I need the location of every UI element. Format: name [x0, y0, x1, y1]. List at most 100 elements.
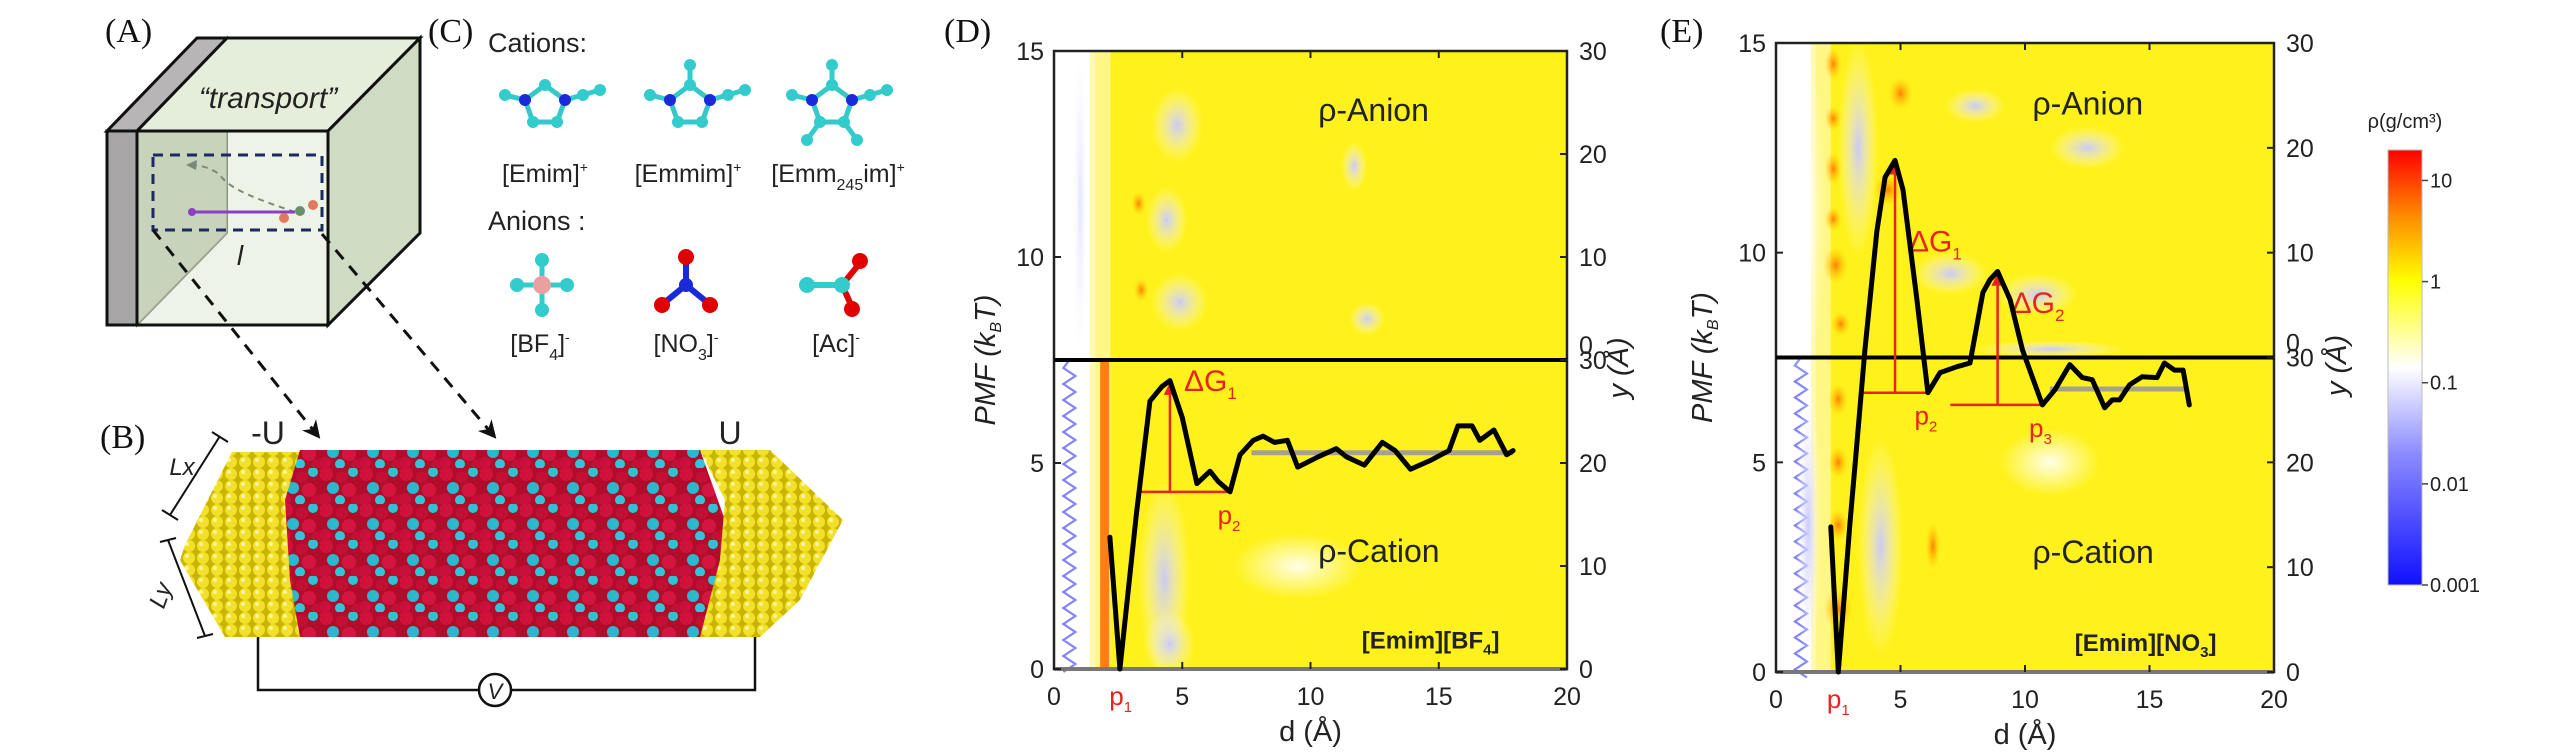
- colorbar-tick-label: 0.01: [2430, 474, 2469, 496]
- y-axis-label: PMF (kBT): [970, 295, 1005, 426]
- colorbar-tick-label: 10: [2430, 170, 2452, 192]
- system-label: [Emim][NO3]: [2075, 630, 2217, 661]
- right-y-tick-label: 30: [2286, 30, 2314, 58]
- circuit-wire: [510, 637, 757, 692]
- anion-label-ac: [Ac]-: [812, 329, 860, 358]
- electrode-wall: [105, 129, 139, 327]
- cation-label-emmim: [Emmim]+: [635, 159, 742, 188]
- lx-label: Lx: [169, 454, 195, 481]
- cations-heading: Cations:: [488, 28, 587, 58]
- ionic-liquid: [285, 450, 725, 637]
- right-y-tick-label: 10: [2286, 554, 2314, 582]
- heatmap-density-blob: [2049, 126, 2125, 169]
- projection-line-right: [320, 233, 497, 439]
- region-label-cation: ρ-Cation: [1318, 533, 1439, 569]
- colorbar-tick-label: 1: [2430, 272, 2441, 294]
- x-tick-label: 20: [1553, 683, 1581, 711]
- anion-molecule-ac: [799, 253, 868, 317]
- cation-molecule-emmim: [644, 59, 751, 128]
- minimum-label-p1: p1: [1109, 681, 1132, 716]
- transport-region: [151, 153, 324, 232]
- region-label-cation: ρ-Cation: [2032, 534, 2153, 570]
- heatmap-density-blob: [1945, 89, 2006, 123]
- x-axis-label: d (Å): [1279, 715, 1342, 748]
- minimum-label-p3: p3: [2029, 413, 2052, 448]
- y-tick-label: 15: [1738, 30, 1766, 58]
- colorbar-tick-label: 0.001: [2430, 575, 2480, 597]
- right-y-tick-label: 30: [1579, 38, 1607, 66]
- panel-c: (C) Cations:: [428, 13, 905, 364]
- ion-start-dot: [188, 208, 196, 216]
- region-label-anion: ρ-Anion: [2032, 85, 2143, 121]
- heatmap-density-blob: [1146, 186, 1188, 253]
- panel-c-label: (C): [428, 13, 473, 50]
- y-tick-label: 10: [1016, 244, 1044, 272]
- system-label: [Emim][BF4]: [1362, 627, 1500, 658]
- panel-b: (B) -U U Lx Ly V: [100, 415, 843, 708]
- heatmap-density-blob: [1828, 382, 1849, 417]
- pmf-curve: [1107, 378, 1516, 672]
- length-symbol: l: [237, 240, 244, 271]
- right-y-tick-label: 30: [1579, 347, 1607, 375]
- circuit-wire: [256, 637, 480, 692]
- ion-atom: [295, 206, 305, 216]
- barrier-annotations: ΔG1 p1 p2: [1109, 365, 1240, 716]
- anion-label-bf4: [BF4]-: [510, 329, 570, 364]
- pmf-curve: [1828, 157, 2192, 675]
- anions-heading: Anions :: [488, 206, 586, 236]
- colorbar-title: ρ(g/cm³): [2368, 111, 2443, 133]
- left-electrode: [180, 452, 300, 637]
- cation-molecule-emm245im: [786, 59, 893, 146]
- right-potential-label: U: [718, 415, 741, 451]
- right-y-tick-label: 20: [2286, 135, 2314, 163]
- x-tick-label: 5: [1175, 683, 1189, 711]
- heatmap-density-blob: [1828, 445, 1849, 480]
- cation-molecule-emim: [499, 79, 606, 128]
- heatmap-wavy-contour: [1061, 359, 1078, 673]
- anion-molecule-bf4: [510, 253, 574, 317]
- right-y-tick-label: 20: [2286, 449, 2314, 477]
- x-tick-label: 0: [1769, 686, 1783, 714]
- x-tick-label: 5: [1894, 686, 1908, 714]
- delta-g-label: ΔG2: [2012, 287, 2065, 325]
- pmf-line: [1107, 378, 1516, 672]
- panel-a-label: (A): [105, 13, 152, 50]
- heatmap-density-blob: [1997, 273, 2078, 316]
- heatmap-density-blob: [1054, 42, 1090, 365]
- region-label-anion: ρ-Anion: [1318, 92, 1429, 128]
- heatmap-density-blob: [1130, 191, 1147, 216]
- right-y-tick-label: 0: [1579, 332, 1593, 360]
- heatmap-density-blob: [1776, 34, 1826, 387]
- y-tick-label: 5: [1752, 449, 1766, 477]
- x-tick-label: 0: [1047, 683, 1061, 711]
- ion-atom: [308, 200, 318, 210]
- heatmap-density-blob: [1823, 246, 1849, 285]
- cation-label-emim: [Emim]+: [502, 159, 588, 188]
- x-tick-label: 15: [2136, 686, 2164, 714]
- ly-label: Ly: [144, 577, 179, 612]
- delta-g-label: ΔG1: [1184, 365, 1237, 403]
- panel-d-label: (D): [944, 13, 991, 50]
- right-y-tick-label: 20: [1579, 450, 1607, 478]
- heatmap-density-blob: [1830, 311, 1851, 337]
- y-axis-label: PMF (kBT): [1687, 292, 1722, 423]
- heatmap-density-blob: [1133, 277, 1149, 303]
- y-tick-label: 5: [1030, 450, 1044, 478]
- heatmap-density-blob: [1143, 611, 1196, 678]
- box-front: [135, 129, 330, 327]
- projection-line-left: [151, 229, 321, 439]
- x-axis-label: d (Å): [1994, 718, 2057, 751]
- heatmap-density-blob: [1233, 533, 1362, 599]
- heatmap-density-blob: [1348, 302, 1385, 336]
- heatmap-density-blob: [1925, 521, 1941, 572]
- heatmap-density-blob: [1795, 374, 1821, 677]
- minimum-label-p2: p2: [1914, 401, 1937, 436]
- minimum-label-p2: p2: [1218, 500, 1241, 535]
- pmf-line: [1828, 157, 2192, 675]
- y-tick-label: 10: [1738, 240, 1766, 268]
- right-electrode: [700, 450, 843, 637]
- heatmap-density-blob: [1151, 273, 1208, 332]
- y-tick-label: 15: [1016, 38, 1044, 66]
